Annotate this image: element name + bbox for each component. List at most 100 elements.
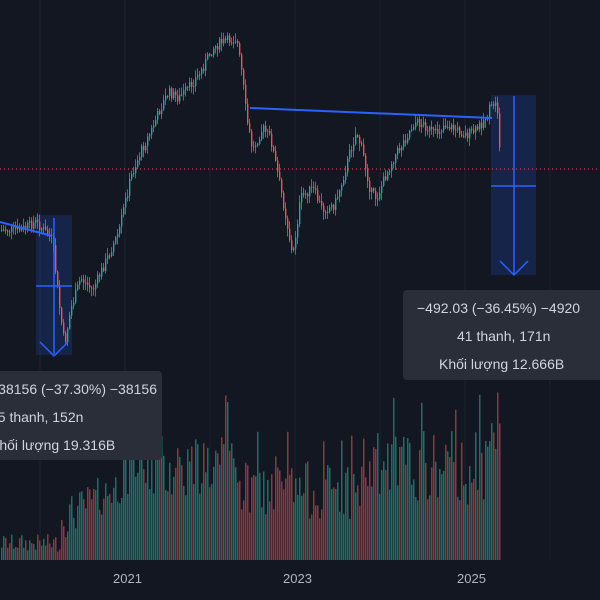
volume-bar — [451, 431, 453, 560]
candle — [203, 63, 205, 74]
candle — [313, 181, 315, 193]
candle — [187, 85, 189, 92]
candle — [377, 192, 379, 207]
volume-bar — [153, 493, 155, 560]
volume-bar — [11, 534, 13, 560]
candle — [375, 187, 377, 207]
volume-bar — [183, 485, 185, 560]
volume-bar — [387, 443, 389, 560]
volume-bar — [21, 535, 23, 560]
volume-bar — [391, 444, 393, 560]
candle — [429, 125, 431, 138]
volume-bar — [477, 489, 479, 560]
volume-bar — [25, 540, 27, 560]
candle — [297, 219, 299, 245]
trendline-early[interactable] — [0, 221, 53, 237]
candle — [359, 134, 361, 152]
candle — [55, 238, 57, 275]
volume-bar — [219, 464, 221, 560]
volume-bar — [395, 436, 397, 560]
candle — [273, 145, 275, 153]
candle — [233, 35, 235, 49]
measure-arrow-2025[interactable] — [491, 96, 536, 277]
volume-bar — [437, 497, 439, 560]
volume-bar — [315, 505, 317, 560]
candle — [145, 142, 147, 153]
candle — [443, 118, 445, 133]
candle — [3, 224, 5, 232]
volume-bar — [19, 538, 21, 560]
candle — [371, 187, 373, 200]
volume-bar — [341, 440, 343, 560]
candle — [407, 133, 409, 145]
volume-bar — [157, 413, 159, 560]
candle — [45, 219, 47, 231]
candle — [129, 172, 131, 202]
candle — [159, 108, 161, 116]
measure-arrow-2020[interactable] — [36, 218, 72, 358]
candle — [73, 297, 75, 310]
volume-bar — [267, 479, 269, 560]
candle — [425, 118, 427, 137]
candle — [331, 202, 333, 211]
candle — [179, 88, 181, 105]
volume-bar — [495, 448, 497, 560]
volume-bar — [323, 441, 325, 560]
candle — [467, 128, 469, 142]
volume-bar — [39, 540, 41, 560]
volume-bar — [53, 539, 55, 560]
candle — [85, 274, 87, 290]
candle — [27, 220, 29, 233]
candle — [419, 114, 421, 132]
volume-bar — [17, 547, 19, 560]
candle — [403, 133, 405, 151]
volume-bar — [433, 435, 435, 560]
volume-bar — [121, 497, 123, 560]
candle — [351, 145, 353, 158]
candle — [43, 223, 45, 235]
candle — [169, 85, 171, 101]
candle — [363, 138, 365, 157]
candle — [229, 33, 231, 47]
candle — [77, 281, 79, 291]
volume-bar — [415, 496, 417, 560]
volume-bar — [331, 489, 333, 560]
candle — [493, 101, 495, 110]
volume-bar — [335, 488, 337, 560]
volume-bar — [343, 513, 345, 560]
candle — [281, 177, 283, 198]
candle — [401, 145, 403, 157]
volume-bar — [487, 446, 489, 560]
candle — [275, 145, 277, 162]
measure-tooltip-2020: −38156 (−37.30%) −38156 35 thanh, 152n K… — [0, 371, 162, 460]
volume-bar — [303, 493, 305, 560]
candle — [155, 115, 157, 127]
candle — [277, 156, 279, 178]
candle — [241, 52, 243, 76]
volume-bar — [441, 474, 443, 560]
candle — [431, 120, 433, 135]
x-tick-label: 2021 — [113, 571, 142, 586]
volume-bar — [281, 481, 283, 560]
volume-bar — [99, 509, 101, 560]
volume-bar — [107, 495, 109, 560]
volume-bar — [475, 432, 477, 560]
candle — [91, 285, 93, 297]
volume-bar — [241, 509, 243, 560]
candle — [483, 113, 485, 131]
volume-bar — [483, 499, 485, 560]
candle — [383, 172, 385, 187]
volume-bar — [499, 423, 501, 560]
candle — [235, 33, 237, 45]
candle — [231, 37, 233, 46]
candle — [267, 128, 269, 139]
candle — [127, 189, 129, 202]
volume-bar — [427, 499, 429, 560]
volume-bar — [327, 465, 329, 560]
volume-bar — [245, 462, 247, 560]
trendline-resistance[interactable] — [249, 107, 493, 119]
volume-bar — [273, 509, 275, 560]
volume-bar — [305, 463, 307, 560]
candle — [421, 118, 423, 133]
